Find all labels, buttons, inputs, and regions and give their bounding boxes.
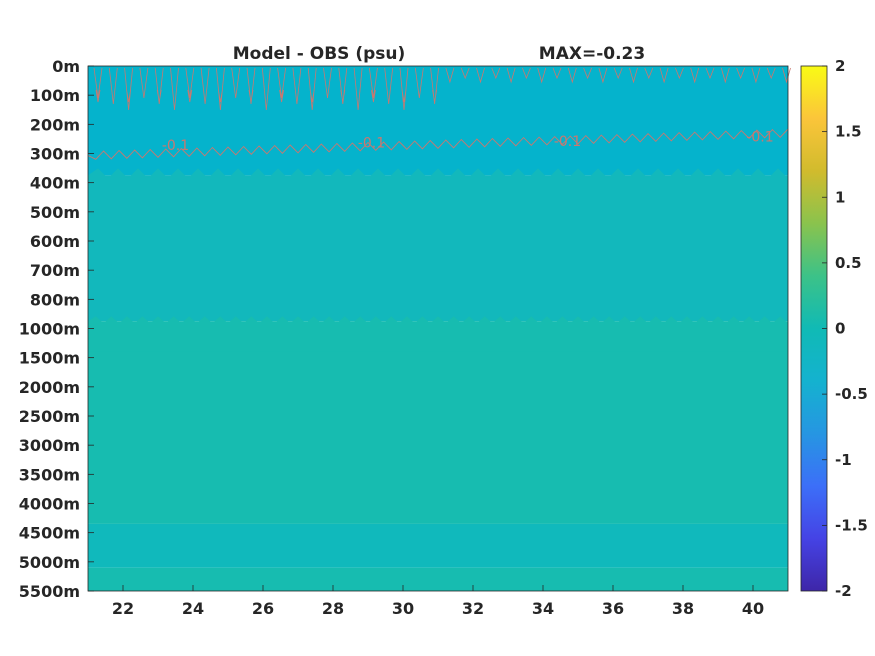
x-tick-label: 34 [532, 599, 554, 618]
x-tick-label: 24 [182, 599, 204, 618]
contour-label: -0.1 [162, 138, 189, 154]
colorbar-tick-label: 1 [835, 188, 845, 206]
y-tick-label: 4000m [19, 495, 80, 514]
colorbar-tick-label: -1 [835, 451, 852, 469]
y-tick-label: 5000m [19, 553, 80, 572]
x-tick-label: 30 [392, 599, 414, 618]
y-tick-label: 500m [30, 203, 80, 222]
contour-label: -0.1 [358, 135, 385, 151]
x-tick-label: 28 [322, 599, 344, 618]
colorbar-tick-label: 0.5 [835, 254, 862, 272]
contour-label: -0.1 [554, 134, 581, 150]
y-tick-label: 400m [30, 174, 80, 193]
contour-line-main [87, 128, 789, 160]
x-tick-label: 32 [462, 599, 484, 618]
band-edge-400m [88, 168, 788, 206]
contour-lines [87, 67, 791, 160]
band-3 [88, 523, 788, 568]
chart-max-label: MAX=-0.23 [539, 44, 645, 64]
colorbar-tick-label: 2 [835, 57, 845, 75]
y-tick-label: 3000m [19, 436, 80, 455]
y-tick-label: 800m [30, 290, 80, 309]
y-tick-label: 300m [30, 145, 80, 164]
band-edge-1000m [88, 316, 788, 352]
y-tick-label: 100m [30, 86, 80, 105]
colorbar-tick-label: -1.5 [835, 516, 868, 534]
y-tick-label: 2500m [19, 407, 80, 426]
plot-area [88, 66, 788, 591]
y-tick-label: 0m [52, 57, 80, 76]
x-tick-label: 26 [252, 599, 274, 618]
y-tick-label: 1000m [19, 320, 80, 339]
x-tick-label: 36 [602, 599, 624, 618]
contour-line-surface [93, 67, 791, 111]
y-tick-label: 700m [30, 261, 80, 280]
y-axis: 0m 100m 200m 300m 400m 500m 600m 700m 800m 1000m 1… [19, 57, 94, 601]
colorbar-tick-label: 0 [835, 320, 845, 338]
band-2 [88, 321, 788, 524]
contour-labels: -0.1 -0.1 -0.1 -0.1 [162, 129, 774, 154]
y-tick-label: 2000m [19, 378, 80, 397]
contour-label: -0.1 [746, 129, 773, 145]
y-tick-label: 1500m [19, 349, 80, 368]
x-tick-label: 40 [742, 599, 764, 618]
colorbar: 2 1.5 1 0.5 0 -0.5 -1 -1.5 -2 [800, 57, 868, 600]
colorbar-tick-label: -0.5 [835, 385, 868, 403]
band-0 [88, 66, 788, 176]
y-tick-label: 3500m [19, 465, 80, 484]
y-tick-label: 4500m [19, 524, 80, 543]
chart-title: Model - OBS (psu) [233, 44, 406, 64]
colorbar-tick-label: 1.5 [835, 123, 862, 141]
x-axis: 22 24 26 28 30 32 34 36 38 40 [112, 585, 764, 618]
x-tick-label: 22 [112, 599, 134, 618]
colorbar-tick-label: -2 [835, 582, 852, 600]
y-tick-label: 5500m [19, 582, 80, 601]
y-tick-label: 200m [30, 115, 80, 134]
y-tick-label: 600m [30, 232, 80, 251]
x-tick-label: 38 [672, 599, 694, 618]
